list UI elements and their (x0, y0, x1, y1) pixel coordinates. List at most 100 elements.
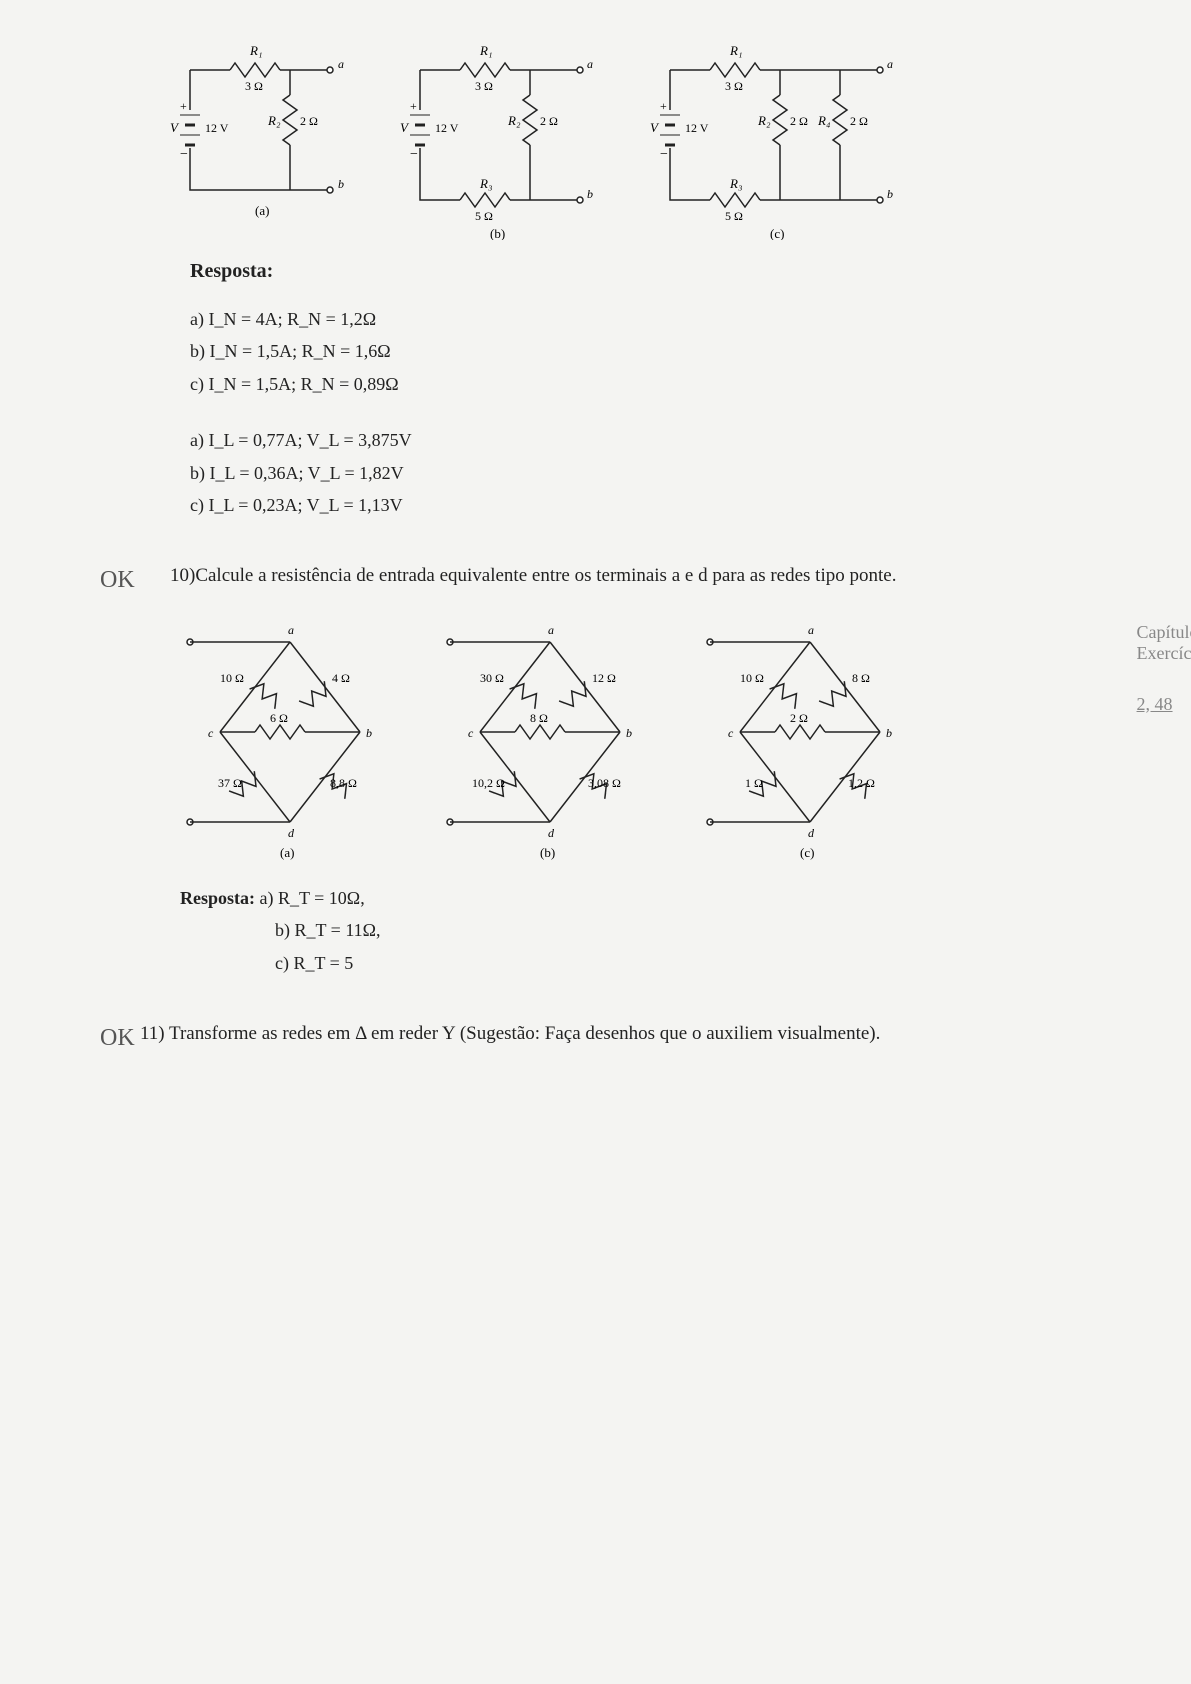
bridge-b-caption: (b) (540, 845, 555, 860)
question-10: OK 10)Calcule a resistência de entrada e… (170, 561, 970, 591)
resposta-q10-label: Resposta: (180, 888, 255, 908)
question-10-text: 10)Calcule a resistência de entrada equi… (170, 565, 896, 586)
circuit-b-node-a: a (587, 57, 593, 71)
circuit-b-r3-val: 5 Ω (475, 209, 493, 223)
norton-circuits-row: R₁ 3 Ω a V 12 V + − R₂ 2 Ω b (a) (160, 40, 1131, 240)
margin-note-ok-11: OK (100, 1019, 135, 1057)
bridge-a-tr: 4 Ω (332, 671, 350, 685)
circuit-a-r2-label: R₂ (267, 113, 281, 128)
resposta-q10-b: b) R_T = 11Ω, (275, 914, 381, 946)
svg-text:−: − (180, 147, 188, 162)
answer-2b: b) I_L = 0,36A; V_L = 1,82V (190, 457, 1131, 489)
svg-text:+: + (410, 99, 417, 113)
circuit-b: R₁ 3 Ω a V 12 V + − R₂ 2 Ω R₃ 5 Ω b (b) (390, 40, 610, 240)
bridge-c-tl: 10 Ω (740, 671, 764, 685)
circuit-c-r2-label: R₂ (757, 113, 771, 128)
answer-1c: c) I_N = 1,5A; R_N = 0,89Ω (190, 368, 1131, 400)
bridge-a-bot: d (288, 826, 295, 840)
circuit-c-r3-val: 5 Ω (725, 209, 743, 223)
circuit-c-r4-label: R₄ (817, 113, 831, 128)
resposta-heading: Resposta: (190, 260, 1131, 283)
side-handwritten-note: Capítulo (8) Exercício (8) 2, 48 (1137, 622, 1191, 715)
resposta-q10: Resposta: a) R_T = 10Ω, b) R_T = 11Ω, c)… (180, 882, 1131, 979)
bridge-c: a c b d 10 Ω 8 Ω 2 Ω 1 Ω 1,2 Ω (c) (690, 612, 930, 862)
bridge-c-br: 1,2 Ω (848, 776, 875, 790)
bridge-a-top: a (288, 623, 294, 637)
answer-2c: c) I_L = 0,23A; V_L = 1,13V (190, 489, 1131, 521)
circuit-b-r1-label: R₁ (479, 43, 492, 58)
answer-1b: b) I_N = 1,5A; R_N = 1,6Ω (190, 335, 1131, 367)
bridge-c-caption: (c) (800, 845, 814, 860)
bridge-a-left: c (208, 726, 214, 740)
bridge-b-tr: 12 Ω (592, 671, 616, 685)
bridge-c-top: a (808, 623, 814, 637)
circuit-c-node-a: a (887, 57, 893, 71)
bridge-b-br: 3,08 Ω (588, 776, 621, 790)
answers-block-1: a) I_N = 4A; R_N = 1,2Ω b) I_N = 1,5A; R… (190, 303, 1131, 521)
circuit-c-caption: (c) (770, 226, 784, 240)
bridge-c-mid: 2 Ω (790, 711, 808, 725)
bridge-b-bot: d (548, 826, 555, 840)
circuit-c-v-label: V (650, 120, 660, 135)
bridge-b-right: b (626, 726, 632, 740)
bridge-b-bl: 10,2 Ω (472, 776, 505, 790)
bridge-b: a c b d 30 Ω 12 Ω 8 Ω 10,2 Ω 3,08 Ω (b) (430, 612, 670, 862)
bridge-a: a c b d 10 Ω 4 Ω 6 Ω 37 Ω 8,8 Ω (a) (170, 612, 410, 862)
circuit-c-r3-label: R₃ (729, 176, 742, 191)
svg-text:−: − (660, 147, 668, 162)
circuit-a-caption: (a) (255, 203, 269, 218)
svg-text:−: − (410, 147, 418, 162)
answer-1a: a) I_N = 4A; R_N = 1,2Ω (190, 303, 1131, 335)
circuit-b-r2-label: R₂ (507, 113, 521, 128)
circuit-c-r2-val: 2 Ω (790, 114, 808, 128)
answer-2a: a) I_L = 0,77A; V_L = 3,875V (190, 424, 1131, 456)
bridge-c-bot: d (808, 826, 815, 840)
bridge-a-mid: 6 Ω (270, 711, 288, 725)
circuit-a: R₁ 3 Ω a V 12 V + − R₂ 2 Ω b (a) (160, 40, 360, 230)
bridge-a-br: 8,8 Ω (330, 776, 357, 790)
bridge-c-left: c (728, 726, 734, 740)
circuit-b-r2-val: 2 Ω (540, 114, 558, 128)
side-note-3: 2, 48 (1137, 694, 1191, 715)
side-note-2: Exercício (8) (1137, 643, 1191, 664)
bridge-b-tl: 30 Ω (480, 671, 504, 685)
circuit-b-v-val: 12 V (435, 121, 459, 135)
circuit-a-r1-val: 3 Ω (245, 79, 263, 93)
side-note-1: Capítulo (8) (1137, 622, 1191, 643)
bridge-a-right: b (366, 726, 372, 740)
bridge-b-mid: 8 Ω (530, 711, 548, 725)
circuit-b-node-b: b (587, 187, 593, 201)
bridge-b-top: a (548, 623, 554, 637)
circuit-b-caption: (b) (490, 226, 505, 240)
bridge-a-bl: 37 Ω (218, 776, 242, 790)
circuit-c-v-val: 12 V (685, 121, 709, 135)
margin-note-ok-10: OK (100, 561, 135, 599)
circuit-b-r1-val: 3 Ω (475, 79, 493, 93)
circuit-a-r1-label: R₁ (249, 43, 262, 58)
resposta-q10-a: a) R_T = 10Ω, (260, 888, 365, 908)
bridge-a-caption: (a) (280, 845, 294, 860)
question-11: OK 11) Transforme as redes em Δ em reder… (140, 1019, 960, 1049)
circuit-c-r1-label: R₁ (729, 43, 742, 58)
bridge-c-right: b (886, 726, 892, 740)
bridge-a-tl: 10 Ω (220, 671, 244, 685)
resposta-q10-c: c) R_T = 5 (275, 947, 353, 979)
bridge-b-left: c (468, 726, 474, 740)
bridge-c-tr: 8 Ω (852, 671, 870, 685)
circuit-a-r2-val: 2 Ω (300, 114, 318, 128)
circuit-a-v-val: 12 V (205, 121, 229, 135)
question-11-text: 11) Transforme as redes em Δ em reder Y … (140, 1023, 880, 1044)
bridge-c-bl: 1 Ω (745, 776, 763, 790)
circuit-a-v-label: V (170, 120, 180, 135)
circuit-b-r3-label: R₃ (479, 176, 492, 191)
bridge-networks-row: a c b d 10 Ω 4 Ω 6 Ω 37 Ω 8,8 Ω (a) (170, 612, 1131, 862)
circuit-c-r1-val: 3 Ω (725, 79, 743, 93)
svg-text:+: + (660, 99, 667, 113)
circuit-c-r4-val: 2 Ω (850, 114, 868, 128)
svg-text:+: + (180, 99, 187, 113)
circuit-a-node-b: b (338, 177, 344, 191)
circuit-c: R₁ 3 Ω a V 12 V + − R₂ 2 Ω R₄ 2 Ω R₃ 5 Ω… (640, 40, 910, 240)
circuit-b-v-label: V (400, 120, 410, 135)
circuit-c-node-b: b (887, 187, 893, 201)
circuit-a-node-a: a (338, 57, 344, 71)
